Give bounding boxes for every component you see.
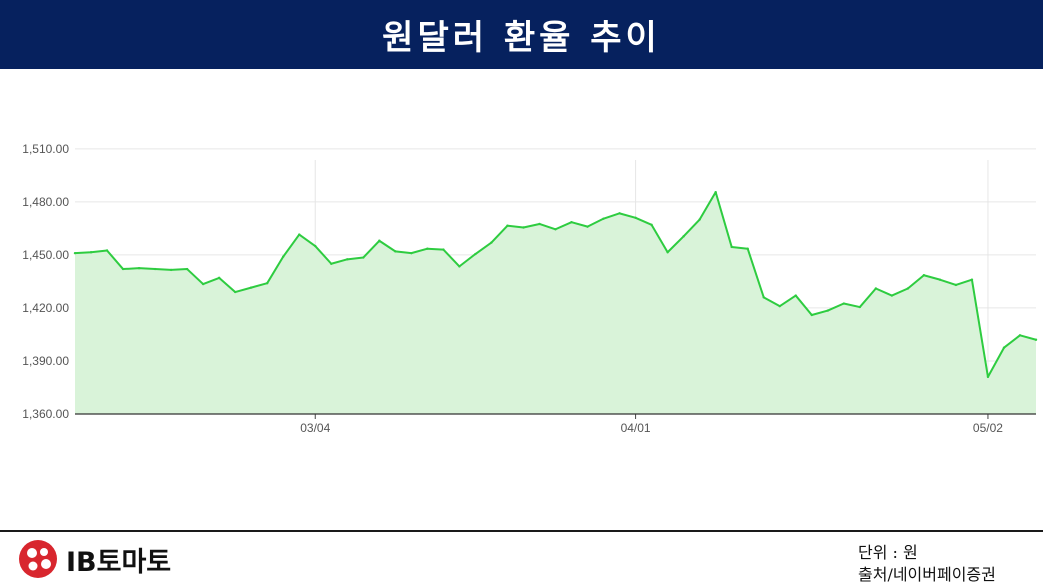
data-point: [233, 290, 237, 294]
data-point: [282, 255, 285, 258]
x-tick-label: 05/02: [973, 421, 1003, 435]
data-point: [906, 287, 910, 290]
y-tick-label: 1,510.00: [22, 142, 69, 156]
data-point: [506, 224, 509, 227]
data-point: [137, 266, 141, 270]
data-point: [826, 309, 829, 312]
data-point: [314, 244, 317, 248]
data-point: [490, 241, 493, 244]
x-tick-label: 03/04: [300, 421, 330, 435]
y-tick-label: 1,480.00: [22, 195, 69, 209]
y-tick-label: 1,390.00: [22, 354, 69, 368]
data-point: [298, 233, 301, 236]
data-point: [746, 247, 749, 250]
data-point: [778, 304, 781, 308]
data-point: [410, 251, 413, 255]
data-point: [522, 226, 525, 229]
data-point: [714, 190, 717, 194]
y-tick-label: 1,450.00: [22, 248, 69, 262]
data-point: [105, 249, 109, 252]
data-point: [762, 296, 765, 299]
data-point: [1034, 338, 1038, 341]
data-point: [954, 283, 958, 287]
data-point: [986, 375, 990, 379]
data-point: [890, 294, 894, 297]
data-point: [618, 212, 621, 215]
exchange-rate-chart: 1,360.00 1,390.00 1,420.00 1,450.00 1,480.00…: [22, 142, 1038, 435]
data-point: [698, 218, 701, 221]
data-point: [89, 251, 93, 254]
data-point: [73, 251, 77, 255]
data-point: [938, 278, 942, 281]
data-point: [970, 278, 974, 281]
data-point: [1018, 334, 1022, 337]
data-point: [378, 239, 381, 242]
y-tick-label: 1,360.00: [22, 407, 69, 421]
data-point: [346, 258, 349, 261]
x-tick-label: 04/01: [621, 421, 651, 435]
data-point: [121, 267, 125, 271]
data-point: [1002, 346, 1006, 349]
source-note: 출처/네이버페이증권: [858, 565, 996, 584]
data-point: [570, 221, 573, 224]
data-point: [394, 250, 397, 253]
data-point: [858, 305, 862, 309]
chart-notes: 단위 : 원 출처/네이버페이증권: [858, 542, 996, 586]
data-point: [185, 267, 189, 271]
data-point: [538, 222, 541, 226]
data-point: [362, 256, 365, 259]
data-point: [330, 262, 333, 265]
data-point: [922, 274, 926, 277]
unit-note: 단위 : 원: [858, 543, 918, 562]
data-point: [810, 313, 813, 317]
area-fill: [75, 192, 1036, 414]
data-point: [217, 276, 221, 280]
data-point: [249, 286, 253, 289]
data-point: [794, 294, 797, 297]
tomato-logo-icon: [19, 540, 57, 578]
data-point: [842, 302, 845, 305]
logo-text: IB토마토: [66, 546, 172, 578]
data-point: [666, 251, 669, 254]
data-point: [682, 235, 685, 238]
ib-tomato-logo: IB토마토: [16, 538, 171, 580]
data-point: [153, 267, 157, 271]
data-point: [650, 223, 653, 227]
y-tick-label: 1,420.00: [22, 301, 69, 315]
data-point: [169, 268, 173, 272]
data-point: [474, 252, 477, 256]
data-point: [201, 282, 205, 286]
footer-divider: [0, 530, 1043, 532]
data-point: [634, 216, 637, 219]
data-point: [586, 225, 589, 228]
data-point: [874, 287, 878, 290]
data-point: [730, 245, 733, 249]
data-point: [602, 217, 605, 220]
data-point: [266, 281, 269, 285]
data-point: [426, 247, 429, 250]
data-point: [554, 228, 557, 231]
data-point: [458, 265, 461, 268]
header-banner: 원달러 환율 추이: [0, 0, 1043, 69]
data-point: [442, 248, 445, 251]
page-title: 원달러 환율 추이: [382, 18, 661, 58]
